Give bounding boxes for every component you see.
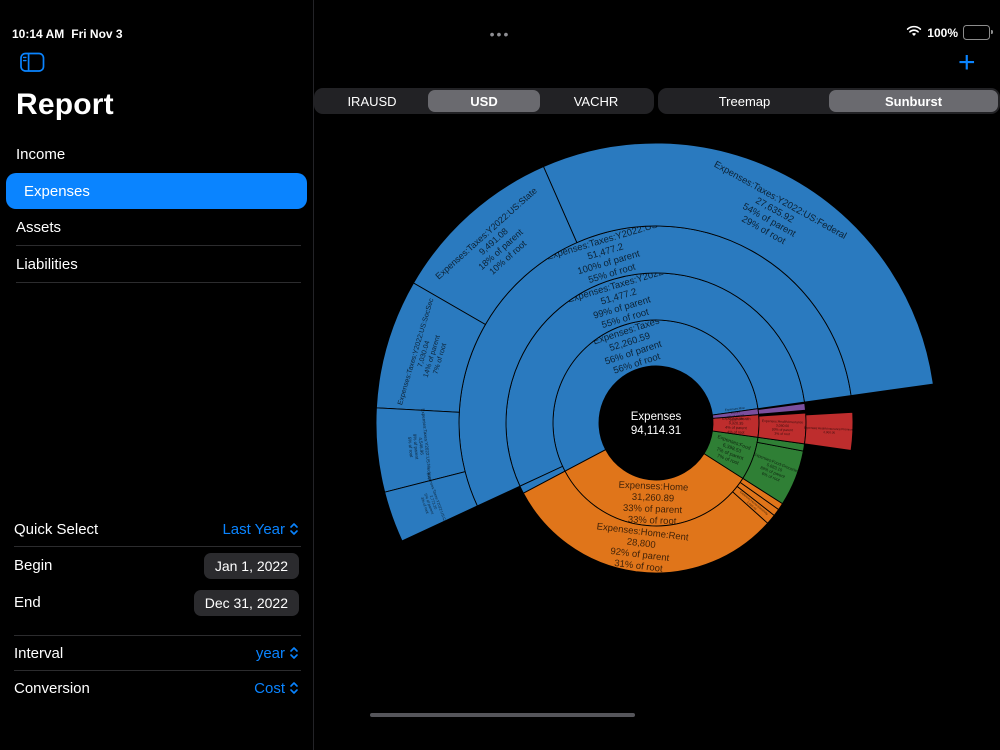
sidebar-item-liabilities[interactable]: Liabilities [0, 246, 313, 283]
status-bar-right: 100% [906, 25, 993, 40]
horizontal-scroll-indicator[interactable] [370, 713, 635, 717]
wifi-icon [906, 25, 922, 40]
interval-value: year [255, 644, 285, 662]
tab-sunburst[interactable]: Sunburst [829, 90, 998, 112]
begin-date-row: Begin Jan 1, 2022 [0, 547, 313, 584]
end-date-row: End Dec 31, 2022 [0, 584, 313, 621]
multitask-indicator[interactable]: ••• [489, 26, 511, 42]
battery-icon [963, 25, 993, 40]
chevron-up-down-icon [290, 523, 298, 535]
sidebar-item-label: Assets [16, 219, 62, 236]
status-date: Fri Nov 3 [71, 27, 123, 41]
sidebar-item-assets[interactable]: Assets [0, 209, 313, 246]
interval-picker[interactable]: year [256, 645, 299, 662]
sunburst-center[interactable] [599, 366, 713, 480]
chevron-up-down-icon [290, 682, 298, 694]
sidebar: Report Income Expenses Assets Liabilitie… [0, 0, 313, 750]
sidebar-item-income[interactable]: Income [0, 136, 313, 173]
sunburst-segment-us-federal[interactable] [542, 142, 934, 397]
report-options: Quick Select Last Year Begin Jan 1, 2022… [0, 512, 313, 705]
currency-segmented-control: IRAUSD USD VACHR [314, 88, 654, 114]
conversion-row: Conversion Cost [0, 671, 313, 705]
quick-select-row: Quick Select Last Year [0, 512, 313, 546]
sidebar-item-label: Income [16, 146, 66, 163]
sidebar-item-label: Liabilities [16, 256, 78, 273]
conversion-picker[interactable]: Cost [254, 680, 299, 697]
divider [14, 546, 301, 547]
tab-irausd[interactable]: IRAUSD [347, 93, 397, 109]
quick-select-value: Last Year [222, 520, 285, 538]
begin-label: Begin [14, 557, 53, 574]
clock: 10:14 AM [12, 27, 65, 41]
page-title: Report [16, 88, 114, 121]
battery-percent: 100% [927, 25, 958, 40]
sidebar-toggle-icon[interactable] [20, 52, 45, 78]
sunburst-segment-misc-other[interactable] [757, 402, 806, 415]
conversion-value: Cost [254, 679, 285, 697]
tab-usd[interactable]: USD [428, 90, 540, 112]
sunburst-segment-us-casdi[interactable] [384, 471, 478, 542]
sidebar-item-label: Expenses [24, 182, 90, 200]
conversion-label: Conversion [14, 679, 90, 697]
begin-date-button[interactable]: Jan 1, 2022 [203, 552, 299, 579]
sidebar-item-expenses[interactable]: Expenses [6, 173, 307, 209]
sunburst-segment-home-rent[interactable] [522, 470, 769, 574]
interval-row: Interval year [0, 636, 313, 670]
tab-vachr[interactable]: VACHR [573, 93, 619, 109]
add-button[interactable]: + [958, 46, 976, 79]
divider [14, 670, 301, 671]
sunburst-segment-health-premiums[interactable] [804, 411, 854, 451]
report-menu: Income Expenses Assets Liabilities [0, 136, 313, 283]
end-label: End [14, 594, 41, 611]
chevron-up-down-icon [290, 647, 298, 659]
quick-select-picker[interactable]: Last Year [222, 521, 299, 538]
divider [14, 635, 301, 636]
interval-label: Interval [14, 644, 64, 662]
status-bar-left: 10:14 AM Fri Nov 3 [12, 27, 123, 41]
tab-treemap[interactable]: Treemap [718, 93, 771, 109]
divider [313, 0, 314, 750]
end-date-button[interactable]: Dec 31, 2022 [193, 589, 299, 616]
quick-select-label: Quick Select [14, 520, 99, 538]
sunburst-center-label: Expenses 94,114.31 [631, 411, 682, 437]
view-segmented-control: Treemap Sunburst [658, 88, 1000, 114]
